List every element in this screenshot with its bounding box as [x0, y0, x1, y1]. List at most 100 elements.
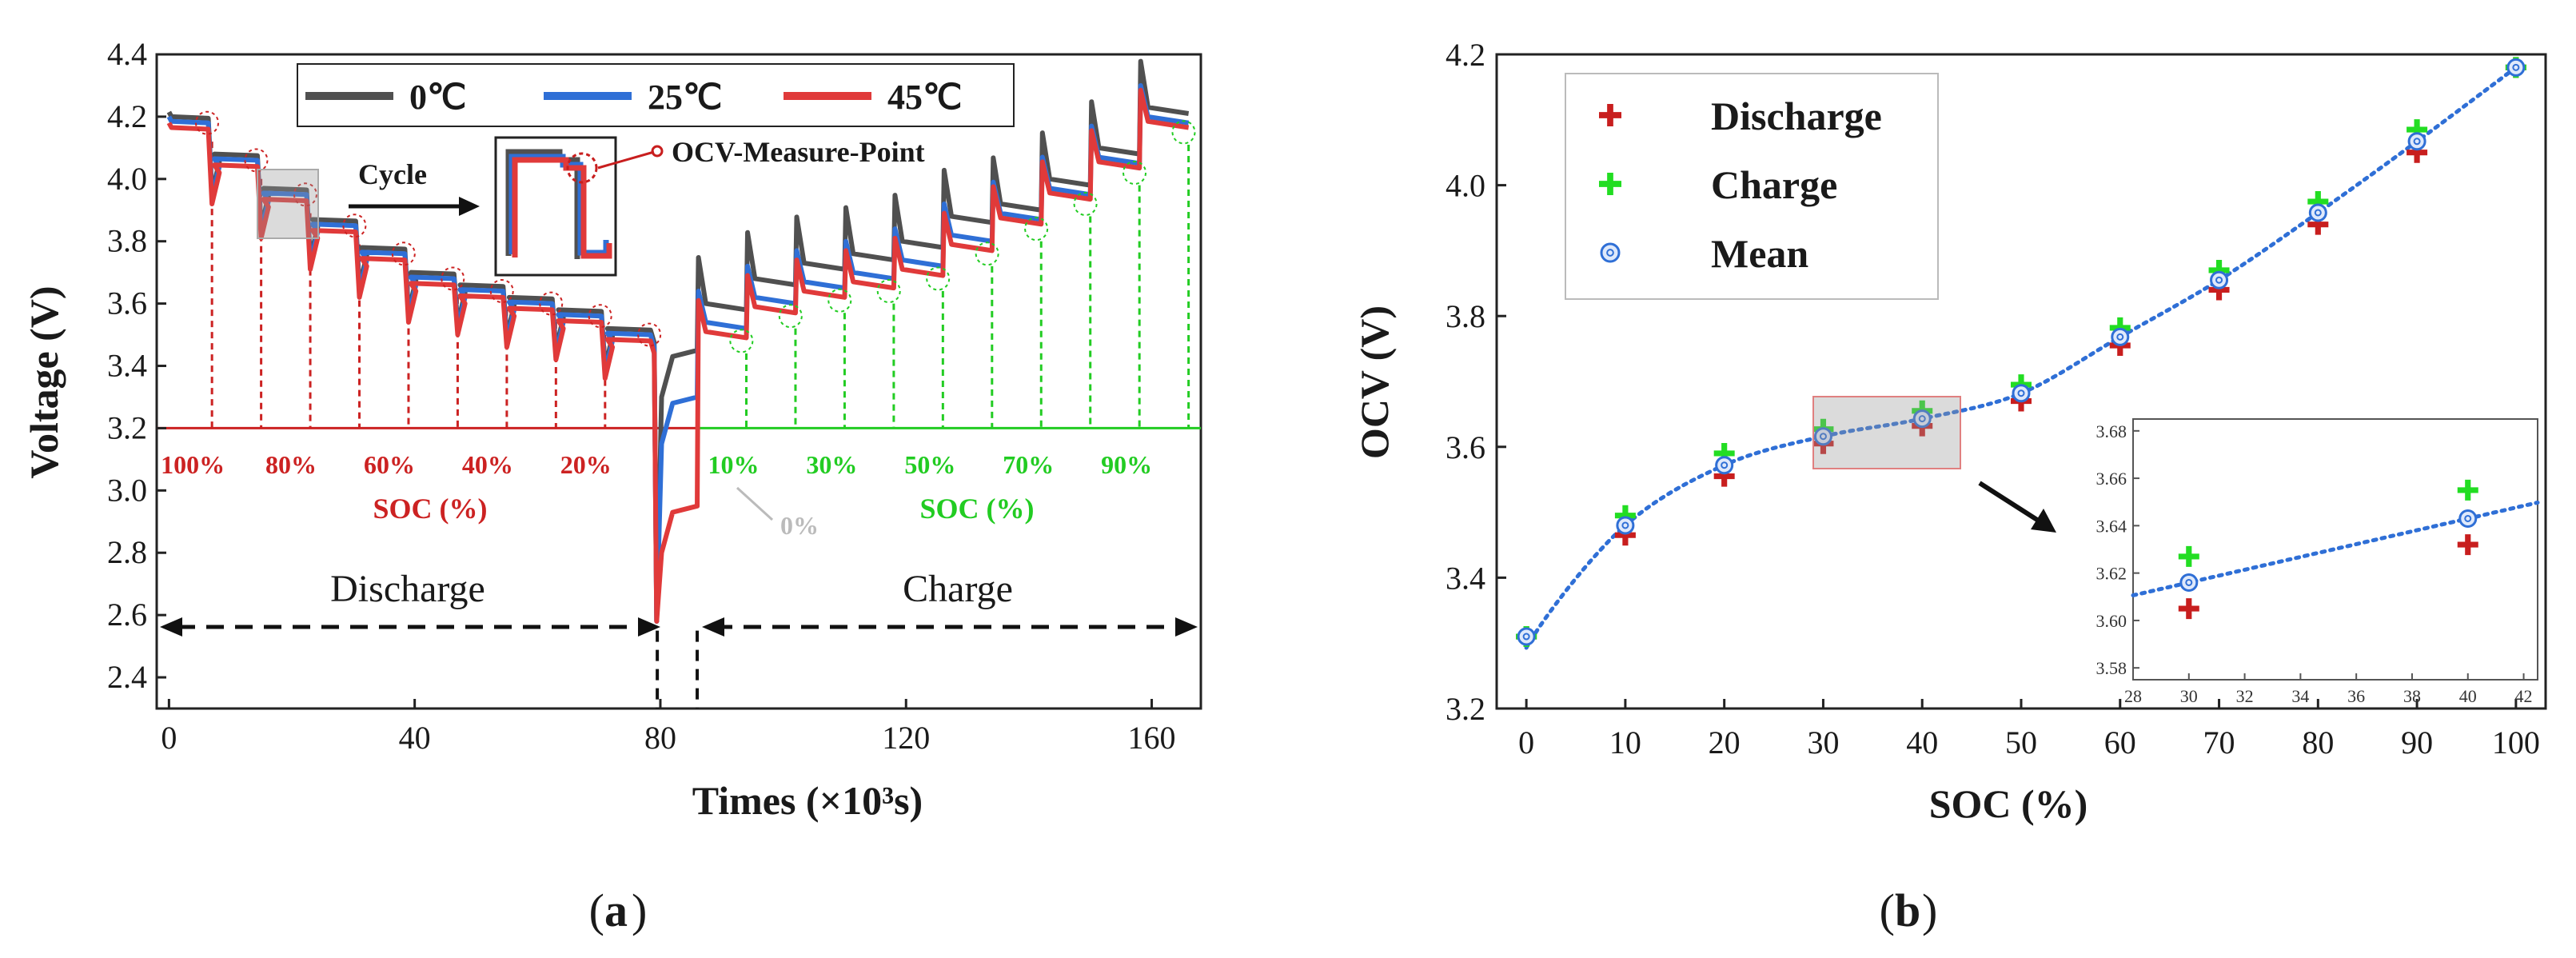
a-y-tick-label: 4.0: [107, 161, 147, 197]
a-soc-discharge-title: SOC (%): [373, 493, 488, 525]
a-ocv-point-marker-discharge: [244, 148, 269, 173]
b-inset-x-tick-label: 34: [2291, 686, 2309, 706]
a-y-tick-label: 2.8: [107, 534, 147, 570]
b-legend-marker-charge: [1599, 173, 1621, 195]
a-soc-discharge-label: 100%: [161, 450, 225, 479]
a-ocv-point-marker-charge: [1024, 217, 1049, 241]
a-ocv-point-label: OCV-Measure-Point: [672, 136, 925, 168]
b-point-mean-center: [2116, 333, 2124, 341]
b-y-tick-label: 3.6: [1446, 429, 1485, 465]
b-y-tick-label: 3.8: [1446, 298, 1485, 334]
a-soc-discharge-label: 20%: [560, 450, 612, 479]
b-x-tick-label: 0: [1518, 724, 1534, 760]
a-y-tick-label: 3.4: [107, 348, 147, 384]
a-ocv-point-marker-discharge: [194, 110, 219, 135]
a-x-tick-label: 0: [161, 720, 177, 756]
b-inset-y-tick-label: 3.64: [2096, 516, 2127, 536]
plot-frame-a: [155, 53, 1202, 710]
b-inset-point-discharge: [2178, 598, 2199, 620]
b-legend: Discharge Charge Mean: [1565, 73, 1939, 300]
b-point-mean-center: [1819, 433, 1827, 441]
b-point-mean-center: [1621, 521, 1629, 529]
b-x-tick-label: 80: [2302, 724, 2334, 760]
a-soc-discharge-label: 60%: [364, 450, 415, 479]
b-x-tick-label: 10: [1609, 724, 1641, 760]
panel-a-label-open: (: [589, 884, 604, 936]
b-inset-y-tick-label: 3.60: [2096, 611, 2127, 631]
b-x-ticks: 0 10 20 30 40 50 60 70 80 90 100: [1518, 699, 2540, 760]
b-inset-point-mean: [2458, 509, 2478, 528]
b-legend-label-discharge: Discharge: [1711, 94, 1882, 138]
a-y-ticks: 2.4 2.6 2.8 3.0 3.2 3.4 3.6 3.8 4.0 4.2 4.4: [107, 36, 166, 695]
a-ocv-point-marker-charge: [729, 329, 754, 353]
a-x-tick-label: 40: [399, 720, 431, 756]
a-y-tick-label: 3.0: [107, 472, 147, 508]
a-ocv-point-marker-discharge: [539, 291, 564, 316]
a-soc-charge-label: 50%: [904, 450, 955, 479]
b-x-tick-label: 40: [1906, 724, 1938, 760]
a-soc-charge-title: SOC (%): [920, 493, 1035, 525]
b-point-mean: [2210, 270, 2229, 289]
b-point-mean-center: [2215, 276, 2223, 284]
a-y-tick-label: 4.2: [107, 98, 147, 134]
b-legend-plus-charge: [1599, 173, 1621, 195]
a-ocv-point-marker-charge: [1123, 161, 1147, 186]
a-soc-charge-label: 90%: [1101, 450, 1152, 479]
b-legend-label-charge: Charge: [1711, 162, 1837, 207]
a-charge-label: Charge: [903, 568, 1013, 610]
b-legend-ring-mean-center: [1606, 249, 1614, 257]
a-x-axis-label: Times (×10³s): [692, 778, 923, 823]
panel-b-label-close: ): [1922, 884, 1937, 936]
a-legend-label-25c: 25℃: [648, 78, 722, 117]
a-y-tick-label: 3.6: [107, 285, 147, 321]
a-ocv-pointer-dot: [651, 145, 664, 158]
a-ocv-point-marker-discharge: [293, 182, 317, 207]
a-soc-discharge-label: 80%: [265, 450, 317, 479]
b-x-tick-label: 70: [2203, 724, 2235, 760]
b-x-tick-label: 20: [1709, 724, 1741, 760]
a-legend: 0℃ 25℃ 45℃: [297, 63, 1015, 127]
a-legend-box: [297, 63, 1015, 127]
a-ocv-point-marker-charge: [778, 304, 803, 329]
b-legend-plus-discharge: [1599, 104, 1621, 126]
b-inset-y-tick-label: 3.66: [2096, 469, 2127, 489]
a-y-tick-label: 2.4: [107, 659, 147, 695]
a-ocv-point-marker-discharge: [588, 304, 612, 329]
panel-b-label-letter: b: [1895, 884, 1920, 936]
b-legend-marker-mean: [1600, 242, 1621, 263]
b-y-axis-label: OCV (V): [1352, 305, 1397, 459]
b-x-tick-label: 100: [2492, 724, 2540, 760]
b-zoom-arrow: [1978, 481, 2039, 522]
b-inset-x-tick-label: 40: [2459, 686, 2477, 706]
a-x-tick-label: 80: [644, 720, 676, 756]
b-inset-y-tick-label: 3.68: [2096, 421, 2127, 441]
b-inset-x-tick-label: 38: [2403, 686, 2421, 706]
b-x-axis-label: SOC (%): [1929, 781, 2088, 826]
b-inset-x-tick-label: 28: [2124, 686, 2142, 706]
b-inset-x-tick-label: 36: [2347, 686, 2365, 706]
panel-b: 3.2 3.4 3.6 3.8 4.0 4.2 0 10 20 30 40 50 60 70 80 90 10…: [1352, 37, 2547, 936]
b-inset-point-mean-center: [2464, 514, 2472, 522]
b-y-tick-label: 3.2: [1446, 691, 1485, 727]
b-point-mean-center: [2017, 389, 2025, 397]
a-cycle-label: Cycle: [358, 158, 427, 190]
b-y-tick-label: 3.4: [1446, 560, 1485, 596]
a-ocv-point-marker-charge: [1171, 120, 1196, 145]
b-legend-ring-mean: [1600, 242, 1621, 263]
b-x-tick-label: 50: [2005, 724, 2037, 760]
a-ocv-pointer: [597, 150, 655, 170]
b-point-mean: [2308, 203, 2327, 222]
b-inset-point-discharge: [2457, 534, 2478, 556]
a-zero-soc-pointer: [736, 486, 774, 521]
panel-a: 2.4 2.6 2.8 3.0 3.2 3.4 3.6 3.8 4.0 4.2 4.4 0 40 80 1…: [22, 36, 1202, 936]
b-inset-background: [2133, 419, 2538, 680]
a-y-axis-label: Voltage (V): [22, 285, 66, 478]
a-discharge-arrow: [160, 617, 660, 637]
b-legend-marker-discharge: [1599, 104, 1621, 126]
b-inset-series: [2131, 479, 2540, 620]
a-ocv-point-marker-discharge: [391, 241, 416, 266]
b-inset-frame: [2132, 418, 2538, 681]
b-inset-x-tick-label: 32: [2236, 686, 2254, 706]
a-ocv-point-marker-charge: [926, 266, 951, 291]
